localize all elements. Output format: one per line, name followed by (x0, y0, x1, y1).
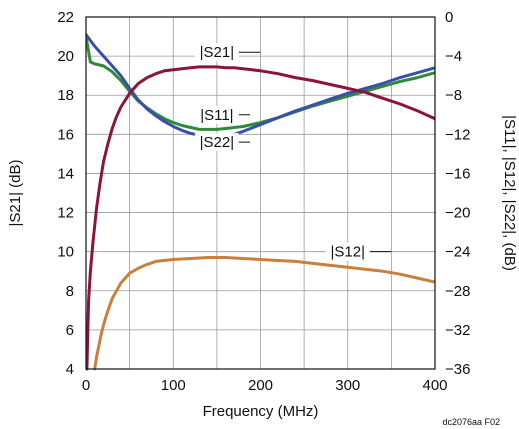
series-label-s11: |S11| (200, 107, 233, 124)
label-background-s11 (194, 105, 239, 124)
y-right-tick-label: −16 (445, 165, 470, 182)
x-tick-label: 200 (248, 377, 273, 394)
x-tick-label: 300 (335, 377, 360, 394)
y-axis-left-label: |S21| (dB) (7, 160, 24, 227)
label-background-s12 (325, 242, 370, 261)
figure-id-footnote: dc2076aa F02 (442, 417, 500, 427)
x-tick-label: 100 (161, 377, 186, 394)
y-right-tick-label: −32 (445, 322, 470, 339)
series-label-s12: |S12| (331, 244, 365, 261)
y-right-tick-label: −4 (445, 48, 462, 65)
series-line-s12 (93, 256, 435, 371)
plot-frame (85, 16, 436, 370)
series-label-s22: |S22| (200, 134, 234, 151)
y-axis-right-label: |S11|, |S12|, |S22|, (dB) (501, 115, 518, 271)
y-left-tick-label: 14 (57, 165, 74, 182)
tick-labels: 0 100 200 300 400 4 6 8 10 12 14 16 18 20 22 0 −4 −8 −12 −1… (57, 9, 470, 394)
x-tick-label: 0 (82, 377, 90, 394)
series-line-s21 (86, 65, 435, 371)
y-right-tick-label: −8 (445, 87, 462, 104)
y-left-tick-label: 22 (57, 9, 74, 26)
y-right-tick-label: 0 (445, 9, 453, 26)
x-axis-label: Frequency (MHz) (203, 403, 319, 420)
y-right-tick-label: −24 (445, 244, 470, 261)
x-tick-label: 400 (422, 377, 447, 394)
y-left-tick-label: 12 (57, 205, 74, 222)
y-left-tick-label: 10 (57, 244, 74, 261)
y-right-tick-label: −28 (445, 283, 470, 300)
y-left-tick-label: 16 (57, 126, 74, 143)
y-left-tick-label: 4 (66, 361, 74, 378)
series-line-s11 (86, 35, 435, 131)
y-right-tick-label: −12 (445, 126, 470, 143)
y-left-tick-label: 6 (66, 322, 74, 339)
y-left-tick-label: 8 (66, 283, 74, 300)
label-background-s22 (194, 133, 239, 152)
series-label-s21: |S21| (200, 44, 234, 61)
annotations: |S21| |S11| |S22| |S12| (194, 43, 392, 261)
y-right-tick-label: −36 (445, 361, 470, 378)
y-left-tick-label: 20 (57, 48, 74, 65)
y-left-tick-label: 18 (57, 87, 74, 104)
y-right-tick-label: −20 (445, 205, 470, 222)
label-background-s21 (194, 43, 239, 62)
